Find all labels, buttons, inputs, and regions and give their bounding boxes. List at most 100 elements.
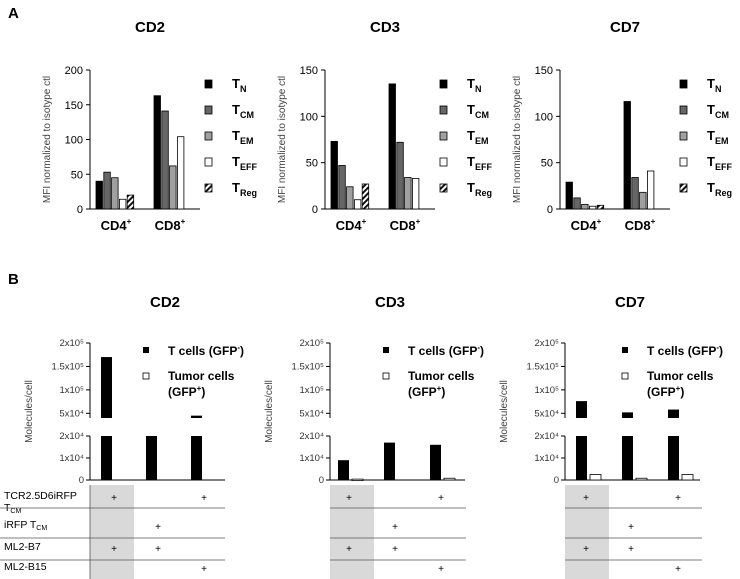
y-tick-label: 1x10⁵ (59, 385, 84, 396)
x-category-label: CD4+ (101, 217, 132, 233)
chart-title: CD3 (375, 294, 405, 311)
plus-mark: + (583, 493, 589, 504)
panel-a-charts: CD2 0 50 100 150 200 MFI normalized to isotype… (42, 19, 732, 233)
legend-swatch-em (679, 131, 688, 141)
legend-label-n: TN (467, 76, 481, 94)
bar-cd4-tn (565, 181, 573, 210)
plus-mark: + (392, 522, 398, 533)
y-tick-label: 1x10⁴ (534, 453, 559, 464)
bar-cd4-treg (596, 204, 605, 210)
legend-swatch-eff (679, 157, 688, 167)
y-tick-label: 1.5x10⁵ (292, 361, 325, 372)
y-tick-label: 2x10⁴ (299, 431, 324, 442)
bar-cd8-tem (404, 177, 412, 210)
shaded-column (330, 485, 374, 579)
bar-cd4-treg (361, 183, 370, 210)
bar-cd4-tcm (573, 197, 581, 210)
legend-swatch-cm (679, 105, 688, 115)
bar-cd4-tcm (103, 171, 111, 210)
bar-cd8-tcm (161, 110, 169, 210)
row-label-tcr-sub: TCM (4, 502, 21, 515)
legend-label-cm: TCM (467, 102, 489, 120)
bar-cd8-tcm (396, 141, 404, 210)
legend-swatch-n (679, 79, 688, 89)
y-axis-label: MFI normalized to isotype ctl (42, 76, 53, 203)
bar-cd8-tem (639, 191, 647, 210)
bar-t-cells-lower-1 (338, 460, 349, 480)
legend-label-t-cells: T cells (GFP-) (168, 343, 244, 358)
y-tick-label: 1x10⁴ (299, 453, 324, 464)
legend-label-eff: TEFF (707, 154, 732, 172)
bar-cd4-tn (330, 140, 338, 210)
panel-b-charts: CD2 2x10⁵ 1.5x10⁵ 1x10⁵ 5x10⁴ 2x10⁴ 1x10⁴ 0 Mole… (24, 294, 723, 486)
bar-cd4-tn (95, 180, 103, 210)
x-category-label: CD4+ (336, 217, 367, 233)
y-tick-label: 0 (79, 475, 84, 486)
bar-tumor-3 (443, 477, 456, 481)
x-category-label: CD8+ (155, 217, 186, 233)
legend-swatch-tumor (621, 372, 629, 380)
bar-t-cells-lower-2 (622, 436, 633, 480)
bar-cd8-tn (153, 95, 161, 210)
bar-cd8-tem (169, 165, 177, 210)
chart-title: CD2 (150, 294, 180, 311)
y-tick-label: 0 (312, 204, 318, 216)
row-label-irfp: iRFP TCM (4, 519, 47, 532)
plus-mark: + (346, 493, 352, 504)
y-tick-label: 100 (535, 111, 553, 123)
plus-mark: + (201, 493, 207, 504)
row-label-tcr: TCR2.5D6iRFP (4, 490, 77, 502)
plus-mark: + (201, 564, 207, 575)
chart-title: CD2 (135, 19, 165, 36)
y-tick-label: 2x10⁴ (534, 431, 559, 442)
bar-t-cells-lower-3 (668, 436, 679, 480)
plus-mark: + (346, 544, 352, 555)
row-label-ml2-b7: ML2-B7 (4, 541, 41, 553)
bar-cd4-tcm (338, 165, 346, 210)
x-category-label: CD4+ (571, 217, 602, 233)
plus-mark: + (155, 522, 161, 533)
bar-t-cells-lower-1 (576, 436, 587, 480)
y-tick-label: 100 (65, 135, 83, 147)
y-tick-label: 50 (306, 158, 318, 170)
bar-cd8-tn (388, 83, 396, 210)
y-tick-label: 150 (300, 65, 318, 77)
bar-cd4-teff (589, 205, 597, 210)
bar-t-cells-lower-1 (101, 436, 112, 480)
bar-cd4-teff (119, 198, 127, 210)
legend-label-tumor-line2: (GFP+) (168, 384, 205, 399)
bar-cd4-tem (111, 177, 119, 210)
legend-label-tumor-line2: (GFP+) (647, 384, 684, 399)
legend-label-cm: TCM (232, 102, 254, 120)
bar-t-cells-upper-1 (101, 357, 112, 418)
chart-a-cd3: CD3 0 50 100 150 MFI normalized to isotype ct… (277, 19, 492, 233)
y-tick-label: 1.5x10⁵ (527, 361, 560, 372)
legend-swatch-tumor (382, 372, 390, 380)
y-tick-label: 100 (300, 111, 318, 123)
legend-swatch-n (439, 79, 448, 89)
legend-label-n: TN (707, 76, 721, 94)
bar-cd4-teff (353, 199, 362, 210)
bar-cd4-treg (126, 194, 135, 210)
plus-mark: + (111, 493, 117, 504)
chart-title: CD3 (370, 19, 400, 36)
y-axis-label: Molecules/cell (24, 380, 35, 443)
bar-tumor-1 (589, 474, 602, 481)
y-tick-label: 50 (71, 169, 83, 181)
y-tick-label: 2x10⁵ (59, 338, 84, 349)
chart-b-cd3: CD3 2x10⁵ 1.5x10⁵ 1x10⁵ 5x10⁴ 2x10⁴ 1x10⁴ 0 Mole… (264, 294, 484, 486)
y-axis-label: MFI normalized to isotype ctl (512, 76, 523, 203)
y-tick-label: 1x10⁴ (59, 453, 84, 464)
bar-t-cells-upper-3 (191, 415, 202, 418)
panel-a-letter: A (8, 5, 19, 22)
chart-title: CD7 (615, 294, 645, 311)
y-tick-label: 1x10⁵ (534, 385, 559, 396)
y-tick-label: 5x10⁴ (534, 408, 559, 419)
legend-label-reg: TReg (232, 180, 257, 198)
legend-swatch-t-cells (622, 347, 628, 353)
row-label-ml2-b15: ML2-B15 (4, 561, 47, 573)
y-tick-label: 50 (541, 158, 553, 170)
legend-swatch-reg (679, 183, 688, 193)
plus-mark: + (675, 564, 681, 575)
